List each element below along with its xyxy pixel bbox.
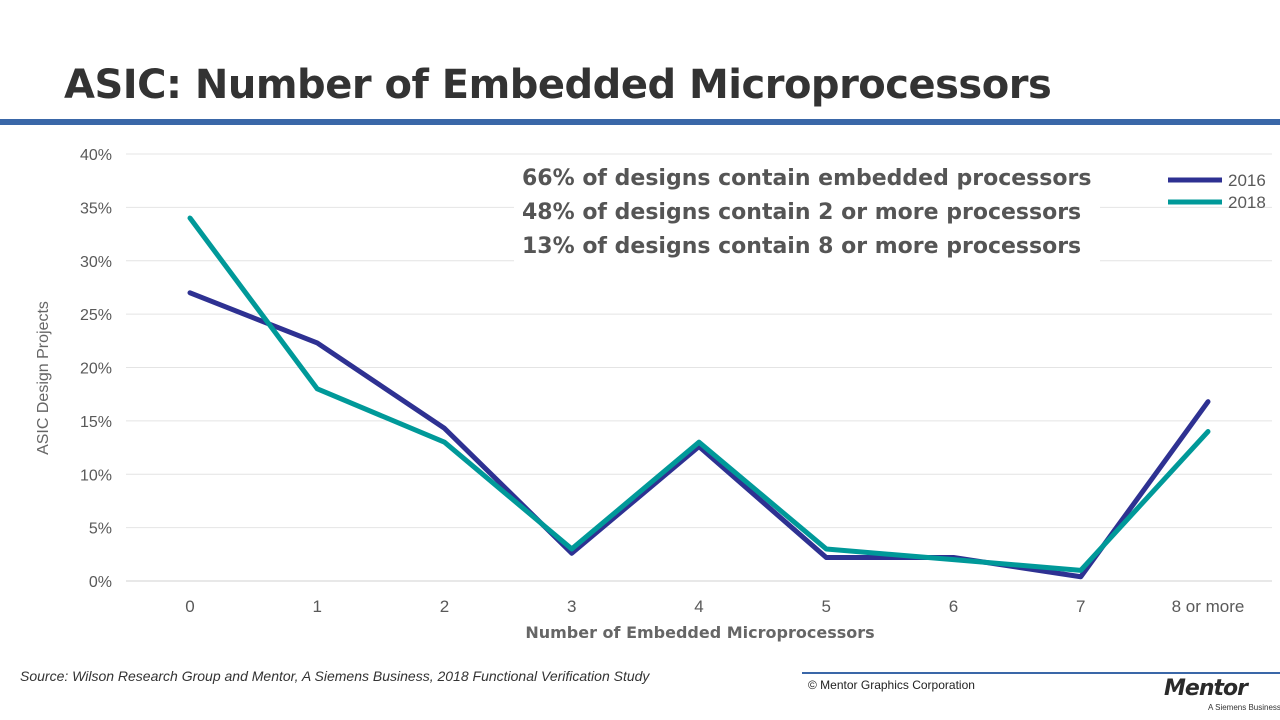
y-axis-label: ASIC Design Projects — [35, 301, 52, 455]
x-tick-label: 7 — [1076, 597, 1085, 616]
y-tick-label: 10% — [80, 467, 112, 484]
y-tick-label: 20% — [80, 361, 112, 378]
y-tick-label: 35% — [80, 200, 112, 217]
y-tick-label: 0% — [89, 574, 112, 591]
x-tick-label: 2 — [440, 597, 449, 616]
x-tick-label: 4 — [694, 597, 703, 616]
y-tick-label: 25% — [80, 307, 112, 324]
mentor-logo: Mentor — [1164, 676, 1248, 701]
x-tick-label: 1 — [313, 597, 322, 616]
footer-divider — [802, 672, 1280, 674]
key-findings-box: 66% of designs contain embedded processo… — [514, 162, 1100, 264]
line-chart: 0% 5% 10% 15% 20% 25% 30% 35% 40% 0 1 2 3 4 5 6 7 8 or m… — [35, 147, 1272, 642]
x-tick-label: 3 — [567, 597, 576, 616]
x-tick-label: 0 — [185, 597, 194, 616]
finding-1: 66% of designs contain embedded processo… — [522, 166, 1092, 191]
x-axis-label: Number of Embedded Microprocessors — [525, 623, 874, 642]
series-line-2018 — [187, 215, 1211, 573]
legend-label-2018: 2018 — [1228, 193, 1266, 212]
source-note: Source: Wilson Research Group and Mentor… — [20, 668, 650, 684]
y-tick-label: 40% — [80, 147, 112, 164]
title-divider — [0, 119, 1280, 125]
y-tick-label: 15% — [80, 414, 112, 431]
series-line-2016 — [187, 290, 1211, 580]
x-tick-label: 5 — [822, 597, 831, 616]
x-tick-label: 6 — [949, 597, 958, 616]
finding-3: 13% of designs contain 8 or more process… — [522, 234, 1082, 259]
y-tick-label: 30% — [80, 254, 112, 271]
copyright-text: © Mentor Graphics Corporation — [808, 678, 975, 692]
legend-label-2016: 2016 — [1228, 171, 1266, 190]
slide-title: ASIC: Number of Embedded Microprocessors — [64, 62, 1052, 108]
x-tick-label: 8 or more — [1172, 597, 1245, 616]
mentor-logo-subtitle: A Siemens Business — [1208, 703, 1280, 712]
finding-2: 48% of designs contain 2 or more process… — [522, 200, 1082, 225]
y-tick-label: 5% — [89, 521, 112, 538]
